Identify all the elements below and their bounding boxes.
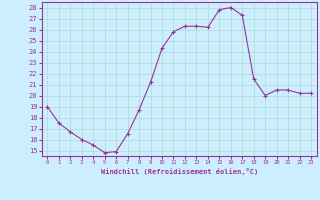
X-axis label: Windchill (Refroidissement éolien,°C): Windchill (Refroidissement éolien,°C) (100, 168, 258, 175)
